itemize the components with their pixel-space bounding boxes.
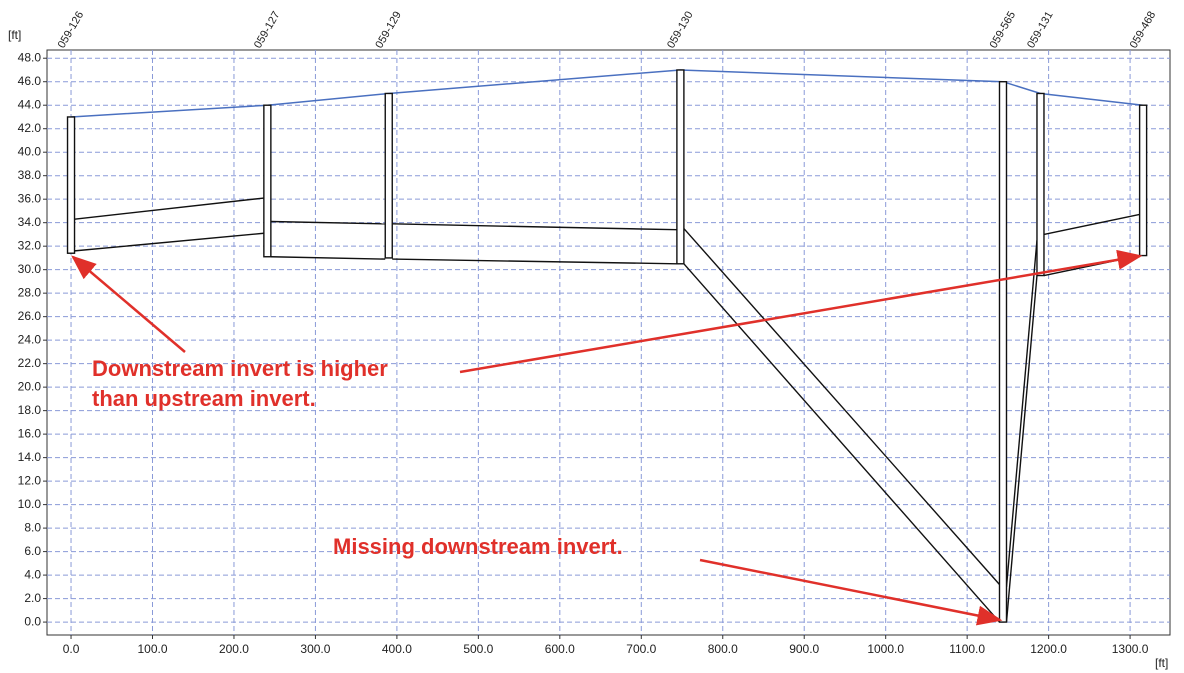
x-tick-label: 900.0: [789, 642, 819, 656]
y-tick-label: 18.0: [18, 403, 42, 417]
x-tick-label: 1200.0: [1030, 642, 1067, 656]
y-tick-label: 2.0: [24, 591, 41, 605]
y-axis-unit: [ft]: [8, 28, 21, 42]
pipe-crown: [392, 223, 677, 231]
y-tick-label: 48.0: [18, 50, 42, 64]
y-tick-label: 22.0: [18, 356, 42, 370]
annotation-arrow: [459, 249, 1143, 374]
pipe-invert: [74, 232, 264, 252]
y-tick-label: 38.0: [18, 168, 42, 182]
x-tick-label: 1000.0: [867, 642, 904, 656]
manhole: [384, 92, 393, 259]
y-tick-label: 6.0: [24, 544, 41, 558]
y-tick-label: 36.0: [18, 191, 42, 205]
x-tick-label: 600.0: [545, 642, 575, 656]
y-tick-label: 26.0: [18, 309, 42, 323]
manhole: [263, 104, 272, 258]
x-tick-label: 300.0: [300, 642, 330, 656]
pipe-invert: [392, 258, 677, 265]
y-tick-label: 0.0: [24, 614, 41, 628]
y-tick-label: 12.0: [18, 473, 42, 487]
manhole: [1036, 92, 1045, 277]
annotation: than upstream invert.: [92, 386, 316, 411]
x-tick-label: 1100.0: [949, 642, 985, 656]
annotation: Missing downstream invert.: [333, 534, 623, 559]
y-tick-label: 34.0: [18, 215, 42, 229]
pipe-crown: [683, 228, 1001, 585]
pipe-crown: [1043, 213, 1140, 236]
pipe-crown: [270, 220, 386, 225]
x-tick-label: 400.0: [382, 642, 412, 656]
y-tick-label: 46.0: [18, 74, 42, 88]
x-axis-unit: [ft]: [1155, 656, 1168, 670]
x-tick-label: 100.0: [137, 642, 167, 656]
x-tick-label: 200.0: [219, 642, 249, 656]
node-label: 059-126: [56, 9, 87, 50]
node-label: 059-565: [988, 9, 1019, 50]
node-label: 059-127: [252, 9, 283, 50]
annotation-arrow: [71, 255, 186, 353]
y-tick-label: 4.0: [24, 567, 41, 581]
pipe-crown: [74, 197, 264, 220]
y-tick-label: 14.0: [18, 450, 42, 464]
node-label: 059-468: [1128, 9, 1159, 50]
pipe-invert: [1005, 275, 1038, 623]
y-tick-label: 8.0: [24, 520, 41, 534]
manhole: [66, 116, 76, 254]
x-tick-label: 800.0: [708, 642, 738, 656]
annotation: Downstream invert is higher: [92, 356, 388, 381]
x-tick-label: 0.0: [63, 642, 80, 656]
y-tick-label: 10.0: [18, 497, 42, 511]
y-tick-label: 28.0: [18, 285, 42, 299]
x-tick-label: 1300.0: [1112, 642, 1149, 656]
x-tick-label: 700.0: [626, 642, 656, 656]
node-label: 059-130: [665, 9, 696, 50]
y-tick-label: 16.0: [18, 426, 42, 440]
pipe-invert: [270, 256, 386, 260]
y-tick-label: 24.0: [18, 332, 42, 346]
y-tick-label: 32.0: [18, 238, 42, 252]
node-label: 059-129: [373, 9, 404, 50]
manhole: [1138, 104, 1148, 257]
pipe-crown: [1005, 240, 1038, 587]
y-tick-label: 30.0: [18, 262, 42, 276]
y-tick-label: 40.0: [18, 144, 42, 158]
y-tick-label: 20.0: [18, 379, 42, 393]
node-label: 059-131: [1025, 9, 1056, 50]
annotation-arrow: [699, 558, 1003, 626]
manhole: [676, 69, 685, 265]
pipe-invert: [683, 263, 1001, 623]
x-tick-label: 500.0: [463, 642, 493, 656]
y-tick-label: 42.0: [18, 121, 42, 135]
manhole: [998, 81, 1008, 623]
y-tick-label: 44.0: [18, 97, 42, 111]
